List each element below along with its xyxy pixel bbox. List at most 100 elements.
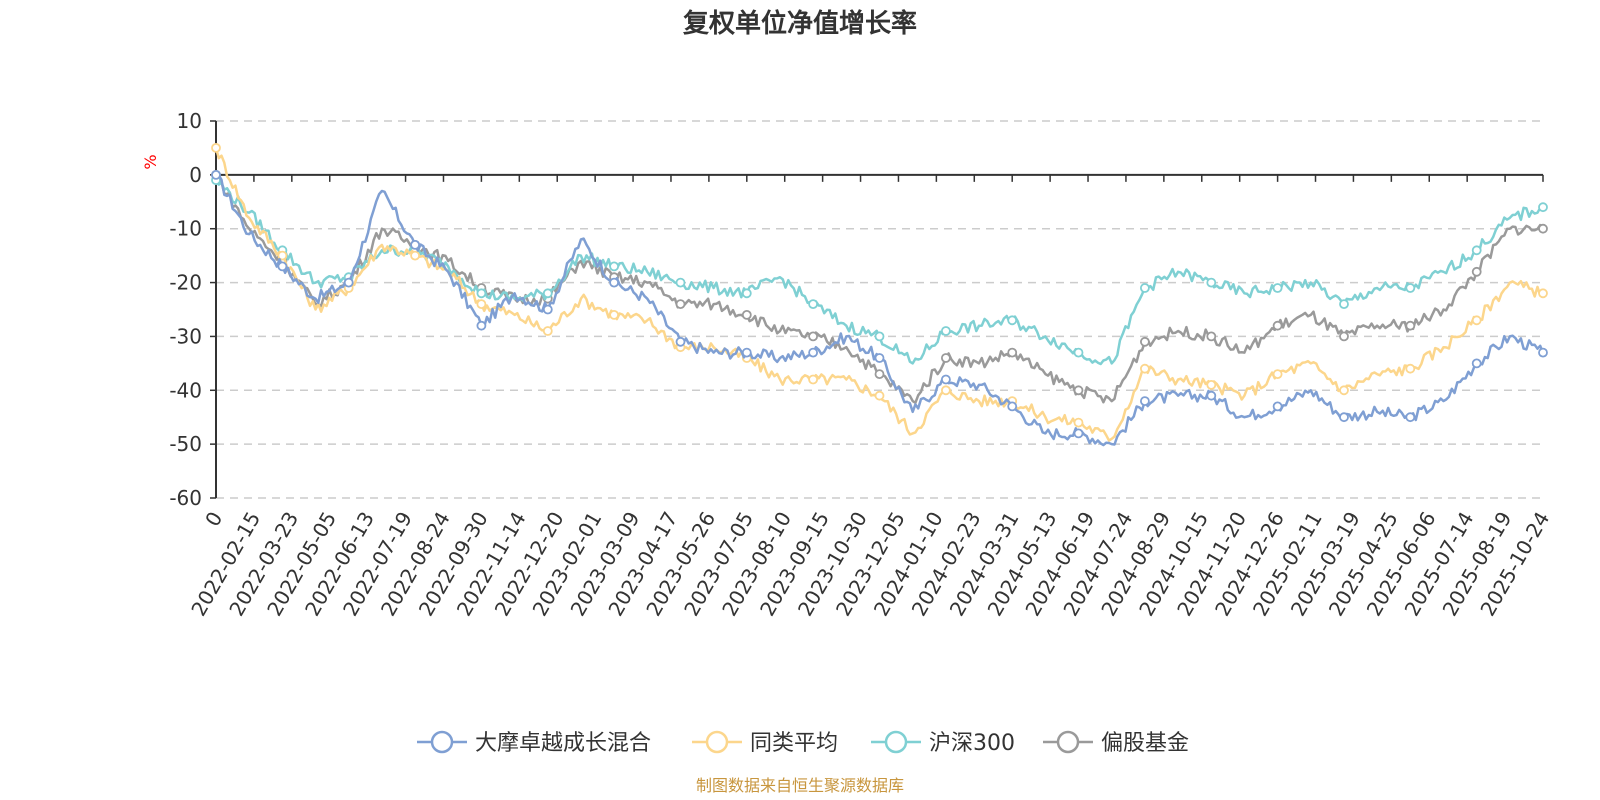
series-point [542,326,553,336]
series-line-0 [215,173,1545,447]
legend-item-3[interactable]: 偏股基金 [1043,730,1189,756]
series-point [1471,245,1482,256]
series-point [1007,347,1018,358]
series-point [808,299,818,310]
series-point [675,299,686,310]
series-point [808,347,818,358]
series-point [675,336,686,347]
series-point [941,385,951,396]
series-point [941,326,951,336]
y-tick-labels: 10 0 -10 -20 -30 -40 -50 -60 [169,109,202,510]
series-point [1206,379,1217,390]
series-point [1339,385,1349,396]
series-point [476,320,487,331]
y-tick-label: 10 [177,109,202,133]
y-tick-label: -20 [169,271,202,295]
series-point [1206,277,1217,288]
series-point [542,288,553,299]
series-point [476,299,487,310]
series-point [1538,202,1548,213]
series-point [1405,363,1416,374]
y-tick-label: -60 [169,486,202,510]
series-point [211,169,221,180]
series-point [609,277,619,288]
grid-lines [216,120,1543,499]
series-point [1538,347,1548,358]
series-point [1538,223,1548,234]
series-point [609,309,619,320]
series-point [874,331,885,342]
series-point [1272,320,1283,331]
y-tick-label: -50 [169,432,202,456]
series-point [1405,412,1416,423]
series-point [1140,283,1150,293]
series-point [1272,369,1283,380]
series-point [808,374,818,385]
legend-label: 沪深300 [929,731,1015,756]
series-point [1471,358,1482,369]
series-point [410,250,421,261]
series-point [1471,266,1482,277]
series-point [675,277,686,288]
legend-marker [705,730,729,754]
legend: 大摩卓越成长混合 同类平均 沪深300 偏股基金 [417,730,1189,756]
series-point [1272,401,1283,412]
series-point [542,304,553,315]
series-point [1140,336,1150,347]
series-point [410,239,421,250]
series-point [343,277,354,288]
series-point [1538,288,1548,299]
series-point [1471,315,1482,326]
series-point [1206,390,1217,401]
series-point [277,250,288,261]
series-point [1405,320,1416,331]
series-point [1073,347,1084,358]
series-line-3 [215,174,1544,405]
series-point [874,353,885,363]
series-point [741,288,752,299]
series-point [1140,363,1150,374]
series-point [1073,417,1084,428]
series-point [211,142,221,153]
y-axis-unit: % [141,154,160,169]
series-point [874,369,885,380]
y-tick-label: -10 [169,217,202,241]
series-point [941,353,951,363]
series-point [741,309,752,320]
legend-item-0[interactable]: 大摩卓越成长混合 [417,730,651,756]
source-note: 制图数据来自恒生聚源数据库 [696,776,904,795]
series-point [1339,299,1349,310]
series-point [941,374,951,385]
series-point [609,261,619,272]
series-point [741,347,752,358]
series-point [1206,331,1217,342]
x-tick-label: 0 [200,508,227,531]
series-point [1272,283,1283,293]
y-tick-label: -30 [169,324,202,348]
series-point [1073,428,1084,439]
series-point [1405,283,1416,293]
y-tick-label: 0 [189,163,202,187]
y-tick-label: -40 [169,378,202,402]
x-tick-labels: 02022-02-152022-03-232022-05-052022-06-1… [186,508,1554,621]
legend-marker [1056,730,1080,754]
series-point [1339,331,1349,342]
series-point [1073,385,1084,396]
series-point [1007,315,1018,326]
series-point [874,390,885,401]
series-point [476,288,487,299]
series-lines [211,142,1548,447]
legend-item-2[interactable]: 沪深300 [871,730,1015,756]
axes [210,120,1544,499]
chart-title: 复权单位净值增长率 [683,8,917,39]
series-point [1140,396,1150,407]
legend-label: 偏股基金 [1101,731,1189,756]
legend-marker [884,730,908,754]
series-point [1339,412,1349,423]
legend-marker [430,730,454,754]
series-point [1007,401,1018,412]
legend-label: 同类平均 [750,731,838,756]
series-point [808,331,818,342]
legend-item-1[interactable]: 同类平均 [692,730,838,756]
